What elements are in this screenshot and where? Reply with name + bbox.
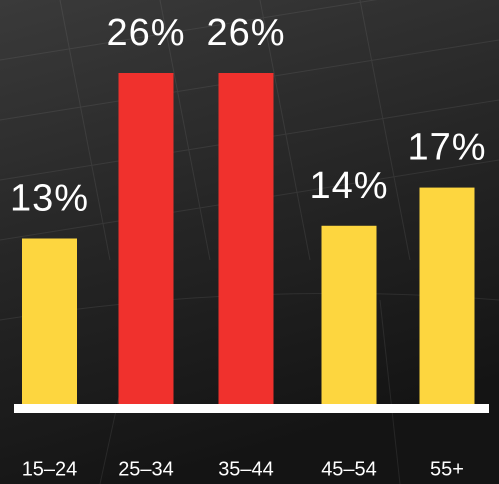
x-tick-label: 55+ — [430, 458, 464, 480]
bar — [321, 225, 377, 404]
bar — [419, 187, 475, 404]
bar — [22, 238, 77, 404]
x-tick-label: 45–54 — [321, 458, 377, 480]
bar — [218, 73, 274, 404]
value-label: 14% — [309, 165, 388, 207]
x-tick-label: 25–34 — [118, 458, 174, 480]
value-label: 26% — [206, 12, 285, 54]
bar — [118, 73, 174, 404]
value-label: 26% — [106, 12, 185, 54]
value-label: 17% — [407, 127, 486, 169]
x-tick-label: 15–24 — [22, 458, 78, 480]
x-tick-label: 35–44 — [218, 458, 274, 480]
baseline — [14, 404, 489, 413]
value-label: 13% — [10, 178, 89, 220]
